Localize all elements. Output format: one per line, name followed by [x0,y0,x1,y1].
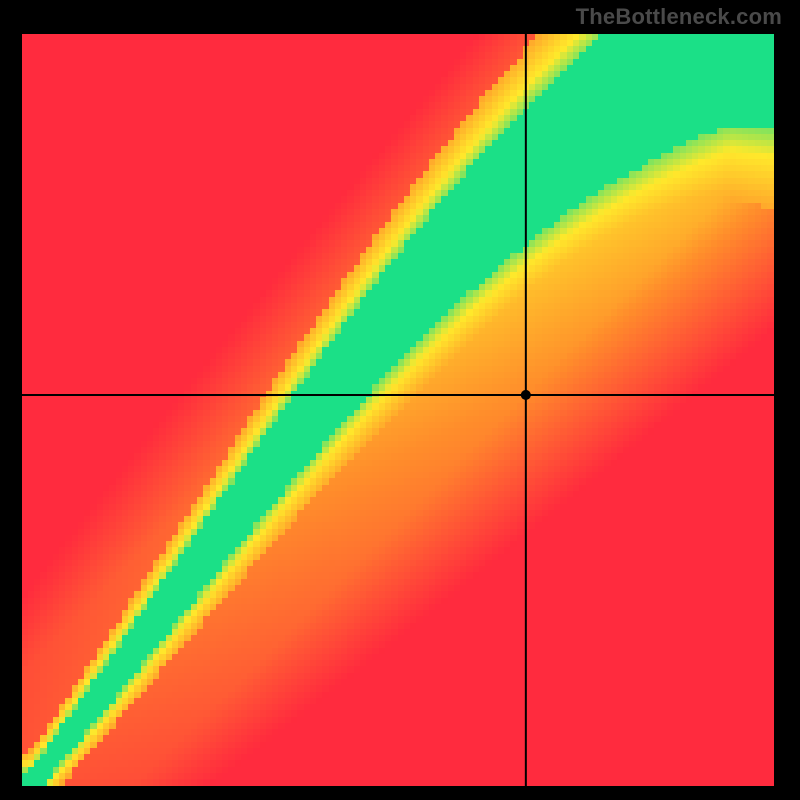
watermark-text: TheBottleneck.com [576,4,782,30]
chart-container: TheBottleneck.com [0,0,800,800]
heatmap-canvas [22,34,774,786]
